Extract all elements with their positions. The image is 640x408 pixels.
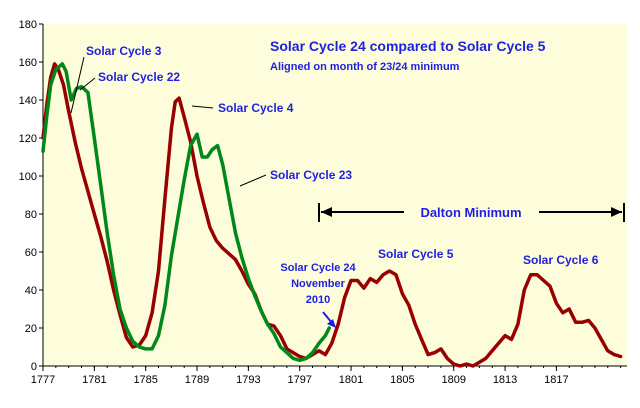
label-solar-cycle-23: Solar Cycle 23 [270,168,352,182]
y-tick-label: 0 [31,361,37,373]
x-tick-label: 1777 [31,374,55,386]
leader-cycle-23 [239,174,267,187]
series-line-0 [41,62,623,368]
y-tick-label: 80 [25,209,37,221]
label-november: November [291,278,346,290]
plot-area [43,24,627,366]
label-solar-cycle-24: Solar Cycle 24 [280,262,356,274]
x-tick-label: 1817 [544,374,568,386]
arrow-cycle-24 [322,311,336,328]
x-tick-label: 1797 [287,374,311,386]
x-tick-label: 1789 [185,374,209,386]
label-solar-cycle-3: Solar Cycle 3 [86,44,162,58]
label-solar-cycle-5: Solar Cycle 5 [378,247,454,261]
dalton-minimum-marker [318,203,625,222]
y-tick-label: 180 [19,19,37,31]
x-tick-label: 1805 [390,374,414,386]
label-solar-cycle-6: Solar Cycle 6 [523,253,599,267]
series-line-1 [41,62,331,363]
leader-cycle-3 [70,56,85,114]
chart-subtitle: Aligned on month of 23/24 minimum [270,61,460,73]
y-tick-label: 140 [19,95,37,107]
y-tick-label: 20 [25,323,37,335]
series-layer [41,62,623,368]
x-tick-label: 1801 [339,374,363,386]
x-tick-label: 1793 [236,374,260,386]
leader-cycle-22 [79,77,96,91]
x-tick-label: 1781 [82,374,106,386]
x-tick-label: 1809 [441,374,465,386]
y-tick-label: 40 [25,285,37,297]
leader-cycle-4 [191,105,214,109]
y-tick-label: 60 [25,247,37,259]
x-tick-label: 1785 [133,374,157,386]
x-axis: 1777 1781 1785 1789 1793 1797 1801 1805 1809 1813… [31,365,627,386]
label-solar-cycle-22: Solar Cycle 22 [98,70,180,84]
y-axis: 0 20 40 60 80 100 120 140 160 180 [19,19,44,373]
label-dalton-minimum: Dalton Minimum [420,205,521,220]
x-tick-label: 1813 [493,374,517,386]
y-tick-label: 100 [19,171,37,183]
y-tick-label: 120 [19,133,37,145]
y-tick-label: 160 [19,57,37,69]
label-2010: 2010 [306,294,330,306]
label-solar-cycle-4: Solar Cycle 4 [218,101,294,115]
chart-title: Solar Cycle 24 compared to Solar Cycle 5 [270,38,546,54]
